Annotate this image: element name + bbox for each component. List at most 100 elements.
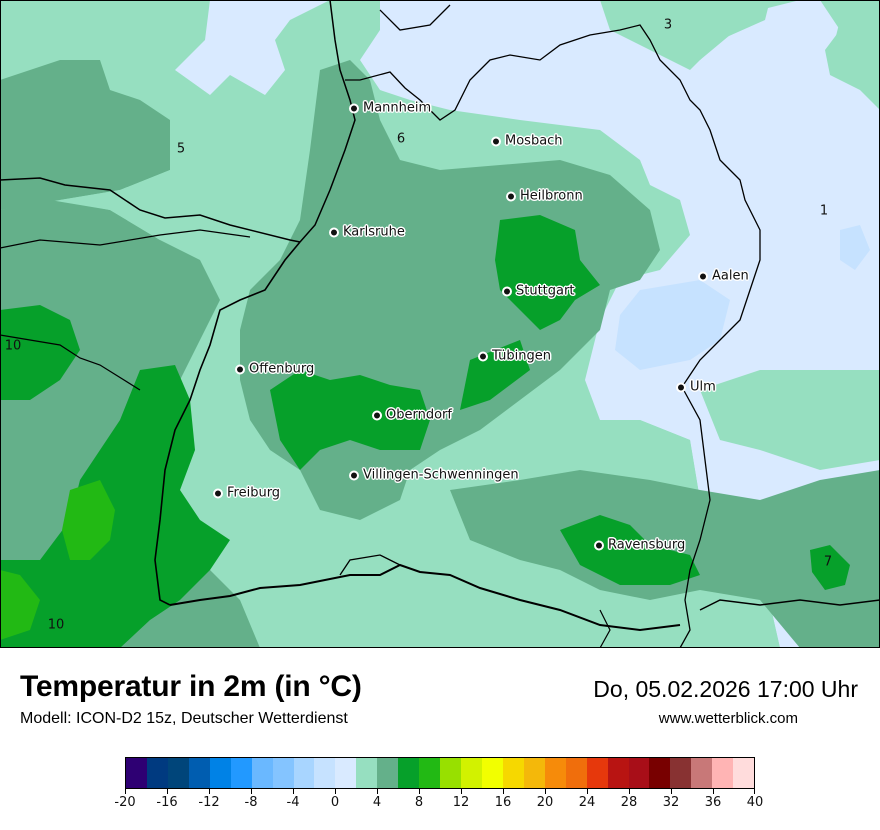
city-dot-icon <box>235 364 245 374</box>
city-dot-icon <box>329 227 339 237</box>
colorbar-tick <box>629 789 630 794</box>
colorbar-ticks: -20 -16 -12 -8 -4 0 4 8 12 16 20 24 28 32 36 40 <box>114 789 763 819</box>
city-name: Heilbronn <box>520 188 583 204</box>
colorbar-tick-label: -20 <box>114 795 136 810</box>
colorbar-segment <box>126 758 147 788</box>
colorbar-segment <box>251 758 273 788</box>
colorbar-tick-label: 40 <box>746 795 764 810</box>
city-name: Villingen-Schwenningen <box>363 467 519 483</box>
city-marker-mosbach[interactable]: Mosbach <box>491 134 563 149</box>
contour-label: 5 <box>176 141 186 157</box>
colorbar-tick-label: 12 <box>452 795 470 810</box>
colorbar-tick-label: -12 <box>198 795 220 810</box>
city-marker-ravensburg[interactable]: Ravensburg <box>594 538 685 553</box>
colorbar-tick-label: 36 <box>704 795 722 810</box>
colorbar-tick-label: 8 <box>414 795 424 810</box>
colorbar-segment <box>314 758 336 788</box>
colorbar-segment <box>523 758 545 788</box>
colorbar-segment <box>628 758 650 788</box>
colorbar-tick <box>461 789 462 794</box>
colorbar-segment <box>502 758 524 788</box>
city-name: Ravensburg <box>608 537 686 553</box>
city-name: Stuttgart <box>516 283 575 299</box>
colorbar-tick-label: -16 <box>156 795 178 810</box>
colorbar-tick-label: 16 <box>494 795 512 810</box>
colorbar-segment <box>649 758 671 788</box>
colorbar-tick <box>754 789 755 794</box>
colorbar-tick <box>671 789 672 794</box>
city-marker-stuttgart[interactable]: Stuttgart <box>502 284 574 299</box>
colorbar-tick <box>251 789 252 794</box>
contour-label: 7 <box>823 554 833 570</box>
city-marker-karlsruhe[interactable]: Karlsruhe <box>329 225 405 240</box>
colorbar-segment <box>440 758 461 788</box>
city-name: Ulm <box>690 379 716 395</box>
colorbar-segment <box>272 758 294 788</box>
city-name: Mannheim <box>363 100 432 116</box>
city-marker-ulm[interactable]: Ulm <box>676 380 716 395</box>
model-source: Modell: ICON-D2 15z, Deutscher Wetterdie… <box>20 710 348 727</box>
colorbar-tick-label: -8 <box>244 795 258 810</box>
colorbar-tick-label: 24 <box>578 795 596 810</box>
city-dot-icon <box>491 136 501 146</box>
colorbar-segment <box>167 758 189 788</box>
city-marker-offenburg[interactable]: Offenburg <box>235 362 314 377</box>
colorbar-tick <box>587 789 588 794</box>
city-marker-heilbronn[interactable]: Heilbronn <box>506 189 583 204</box>
colorbar-segment <box>586 758 608 788</box>
city-marker-mannheim[interactable]: Mannheim <box>349 101 431 116</box>
city-name: Karlsruhe <box>343 224 405 240</box>
city-marker-villingen-schwenningen[interactable]: Villingen-Schwenningen <box>349 468 519 483</box>
colorbar-tick <box>167 789 168 794</box>
city-marker-oberndorf[interactable]: Oberndorf <box>372 408 452 423</box>
city-name: Tübingen <box>492 348 551 364</box>
colorbar-segment <box>544 758 566 788</box>
city-dot-icon <box>372 410 382 420</box>
contour-label: 10 <box>4 338 22 354</box>
map-footer: Temperatur in 2m (in °C) Modell: ICON-D2… <box>0 648 880 830</box>
city-dot-icon <box>506 191 516 201</box>
colorbar-tick <box>419 789 420 794</box>
colorbar-tick <box>209 789 210 794</box>
colorbar-segment <box>607 758 629 788</box>
colorbar-tick-label: -4 <box>286 795 300 810</box>
colorbar-segment <box>335 758 357 788</box>
city-dot-icon <box>349 470 359 480</box>
colorbar-segment <box>419 758 441 788</box>
colorbar-segment <box>398 758 420 788</box>
city-dot-icon <box>698 271 708 281</box>
city-dot-icon <box>676 382 686 392</box>
city-name: Offenburg <box>249 361 315 377</box>
colorbar-segment <box>188 758 210 788</box>
colorbar-tick <box>545 789 546 794</box>
colorbar-segment <box>691 758 713 788</box>
city-name: Aalen <box>712 268 749 284</box>
colorbar-tick-label: 20 <box>536 795 554 810</box>
colorbar-segment <box>565 758 587 788</box>
city-marker-freiburg[interactable]: Freiburg <box>213 486 280 501</box>
city-marker-tuebingen[interactable]: Tübingen <box>478 349 551 364</box>
colorbar-segment <box>293 758 315 788</box>
city-dot-icon <box>594 540 604 550</box>
city-name: Mosbach <box>505 133 563 149</box>
city-dot-icon <box>502 286 512 296</box>
colorbar-segment <box>209 758 231 788</box>
map-title: Temperatur in 2m (in °C) <box>20 670 362 703</box>
city-dot-icon <box>349 103 359 113</box>
colorbar-segment <box>670 758 692 788</box>
colorbar-tick-label: 0 <box>330 795 340 810</box>
colorbar-tick <box>125 789 126 794</box>
city-marker-aalen[interactable]: Aalen <box>698 269 749 284</box>
contour-label: 1 <box>819 203 829 219</box>
colorbar-segment <box>356 758 378 788</box>
colorbar-segment <box>481 758 503 788</box>
colorbar-segment <box>377 758 399 788</box>
colorbar-tick <box>503 789 504 794</box>
colorbar-tick-label: 4 <box>372 795 382 810</box>
colorbar-tick <box>335 789 336 794</box>
colorbar-tick-label: 32 <box>662 795 680 810</box>
temperature-field <box>0 0 880 648</box>
colorbar-segment <box>733 758 755 788</box>
valid-datetime: Do, 05.02.2026 17:00 Uhr <box>593 676 858 702</box>
website-link[interactable]: www.wetterblick.com <box>658 710 798 727</box>
